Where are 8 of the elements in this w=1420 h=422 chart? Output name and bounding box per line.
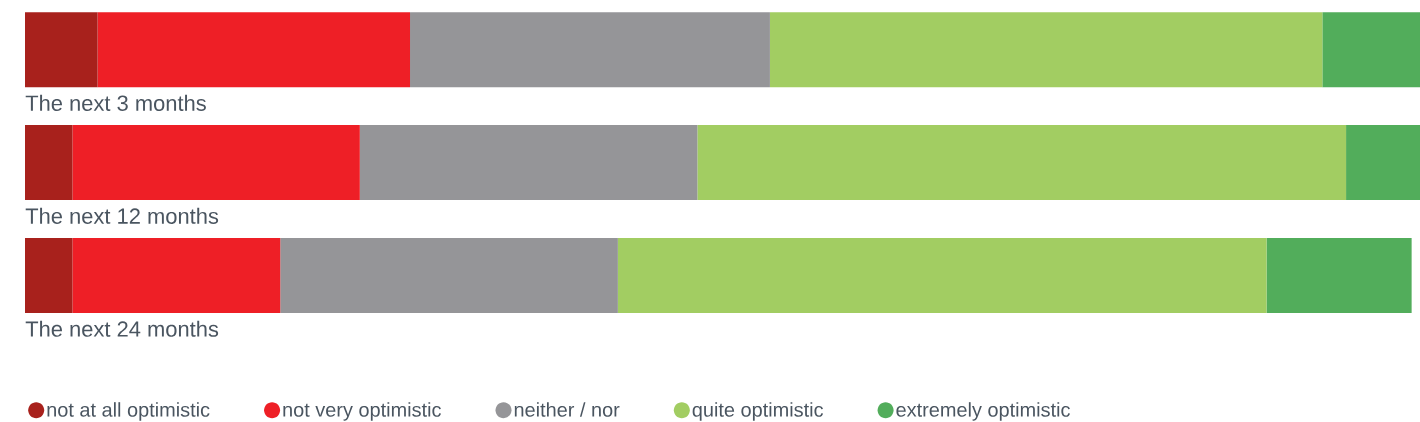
legend-label: not at all optimistic [47,402,210,421]
legend-label: extremely optimistic [896,402,1070,421]
legend-label: not very optimistic [283,402,441,421]
y-tick-label: The next 3 months [25,94,206,111]
legend-label: neither / nor [514,402,620,417]
y-tick-label: The next 24 months [25,320,219,337]
legend-label: quite optimistic [692,402,824,421]
y-tick-label: The next 12 months [25,207,219,224]
